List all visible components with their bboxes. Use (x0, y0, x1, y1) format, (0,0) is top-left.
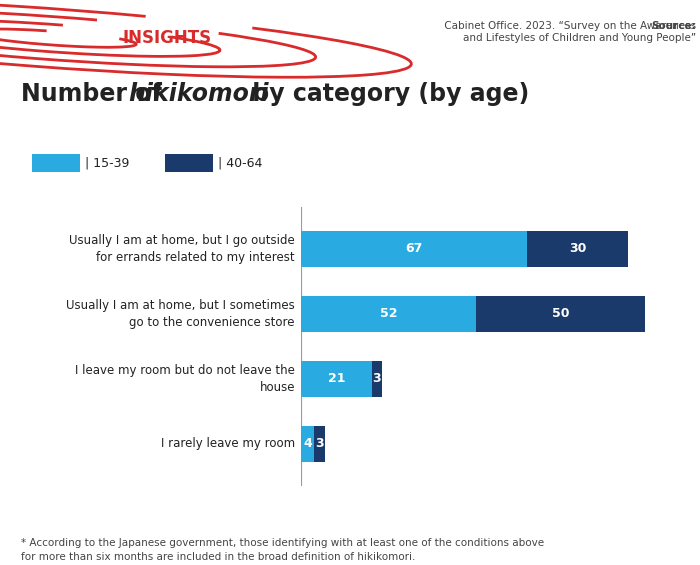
Text: 52: 52 (380, 307, 398, 320)
Text: Number of: Number of (21, 82, 170, 106)
Text: Source:: Source: (652, 21, 696, 31)
Text: Usually I am at home, but I sometimes
go to the convenience store: Usually I am at home, but I sometimes go… (66, 299, 295, 329)
Bar (477, 296, 645, 332)
Text: I rarely leave my room: I rarely leave my room (161, 437, 295, 450)
Bar (314, 426, 325, 462)
Text: | 15-39: | 15-39 (85, 157, 130, 170)
Text: 3: 3 (315, 437, 324, 450)
Text: I leave my room but do not leave the
house: I leave my room but do not leave the hou… (75, 364, 295, 394)
Bar (527, 231, 628, 267)
Text: 4: 4 (303, 437, 312, 450)
Text: 30: 30 (569, 242, 587, 255)
Bar (301, 361, 372, 397)
Text: hikikomori: hikikomori (128, 82, 269, 106)
Text: Usually I am at home, but I go outside
for errands related to my interest: Usually I am at home, but I go outside f… (69, 234, 295, 264)
Bar (32, 154, 80, 172)
Bar (372, 361, 382, 397)
Text: | 40-64: | 40-64 (218, 157, 262, 170)
Bar (301, 296, 477, 332)
Text: Cabinet Office. 2023. “Survey on the Awareness
and Lifestyles of Children and Yo: Cabinet Office. 2023. “Survey on the Awa… (442, 21, 696, 43)
Text: * According to the Japanese government, those identifying with at least one of t: * According to the Japanese government, … (21, 538, 544, 562)
Text: INSIGHTS: INSIGHTS (122, 29, 211, 47)
Bar (301, 231, 527, 267)
Text: 67: 67 (405, 242, 423, 255)
Text: 21: 21 (328, 372, 345, 385)
Bar (301, 426, 314, 462)
Text: 3: 3 (372, 372, 382, 385)
Text: by category (by age): by category (by age) (244, 82, 529, 106)
Bar (164, 154, 213, 172)
Text: 50: 50 (552, 307, 570, 320)
